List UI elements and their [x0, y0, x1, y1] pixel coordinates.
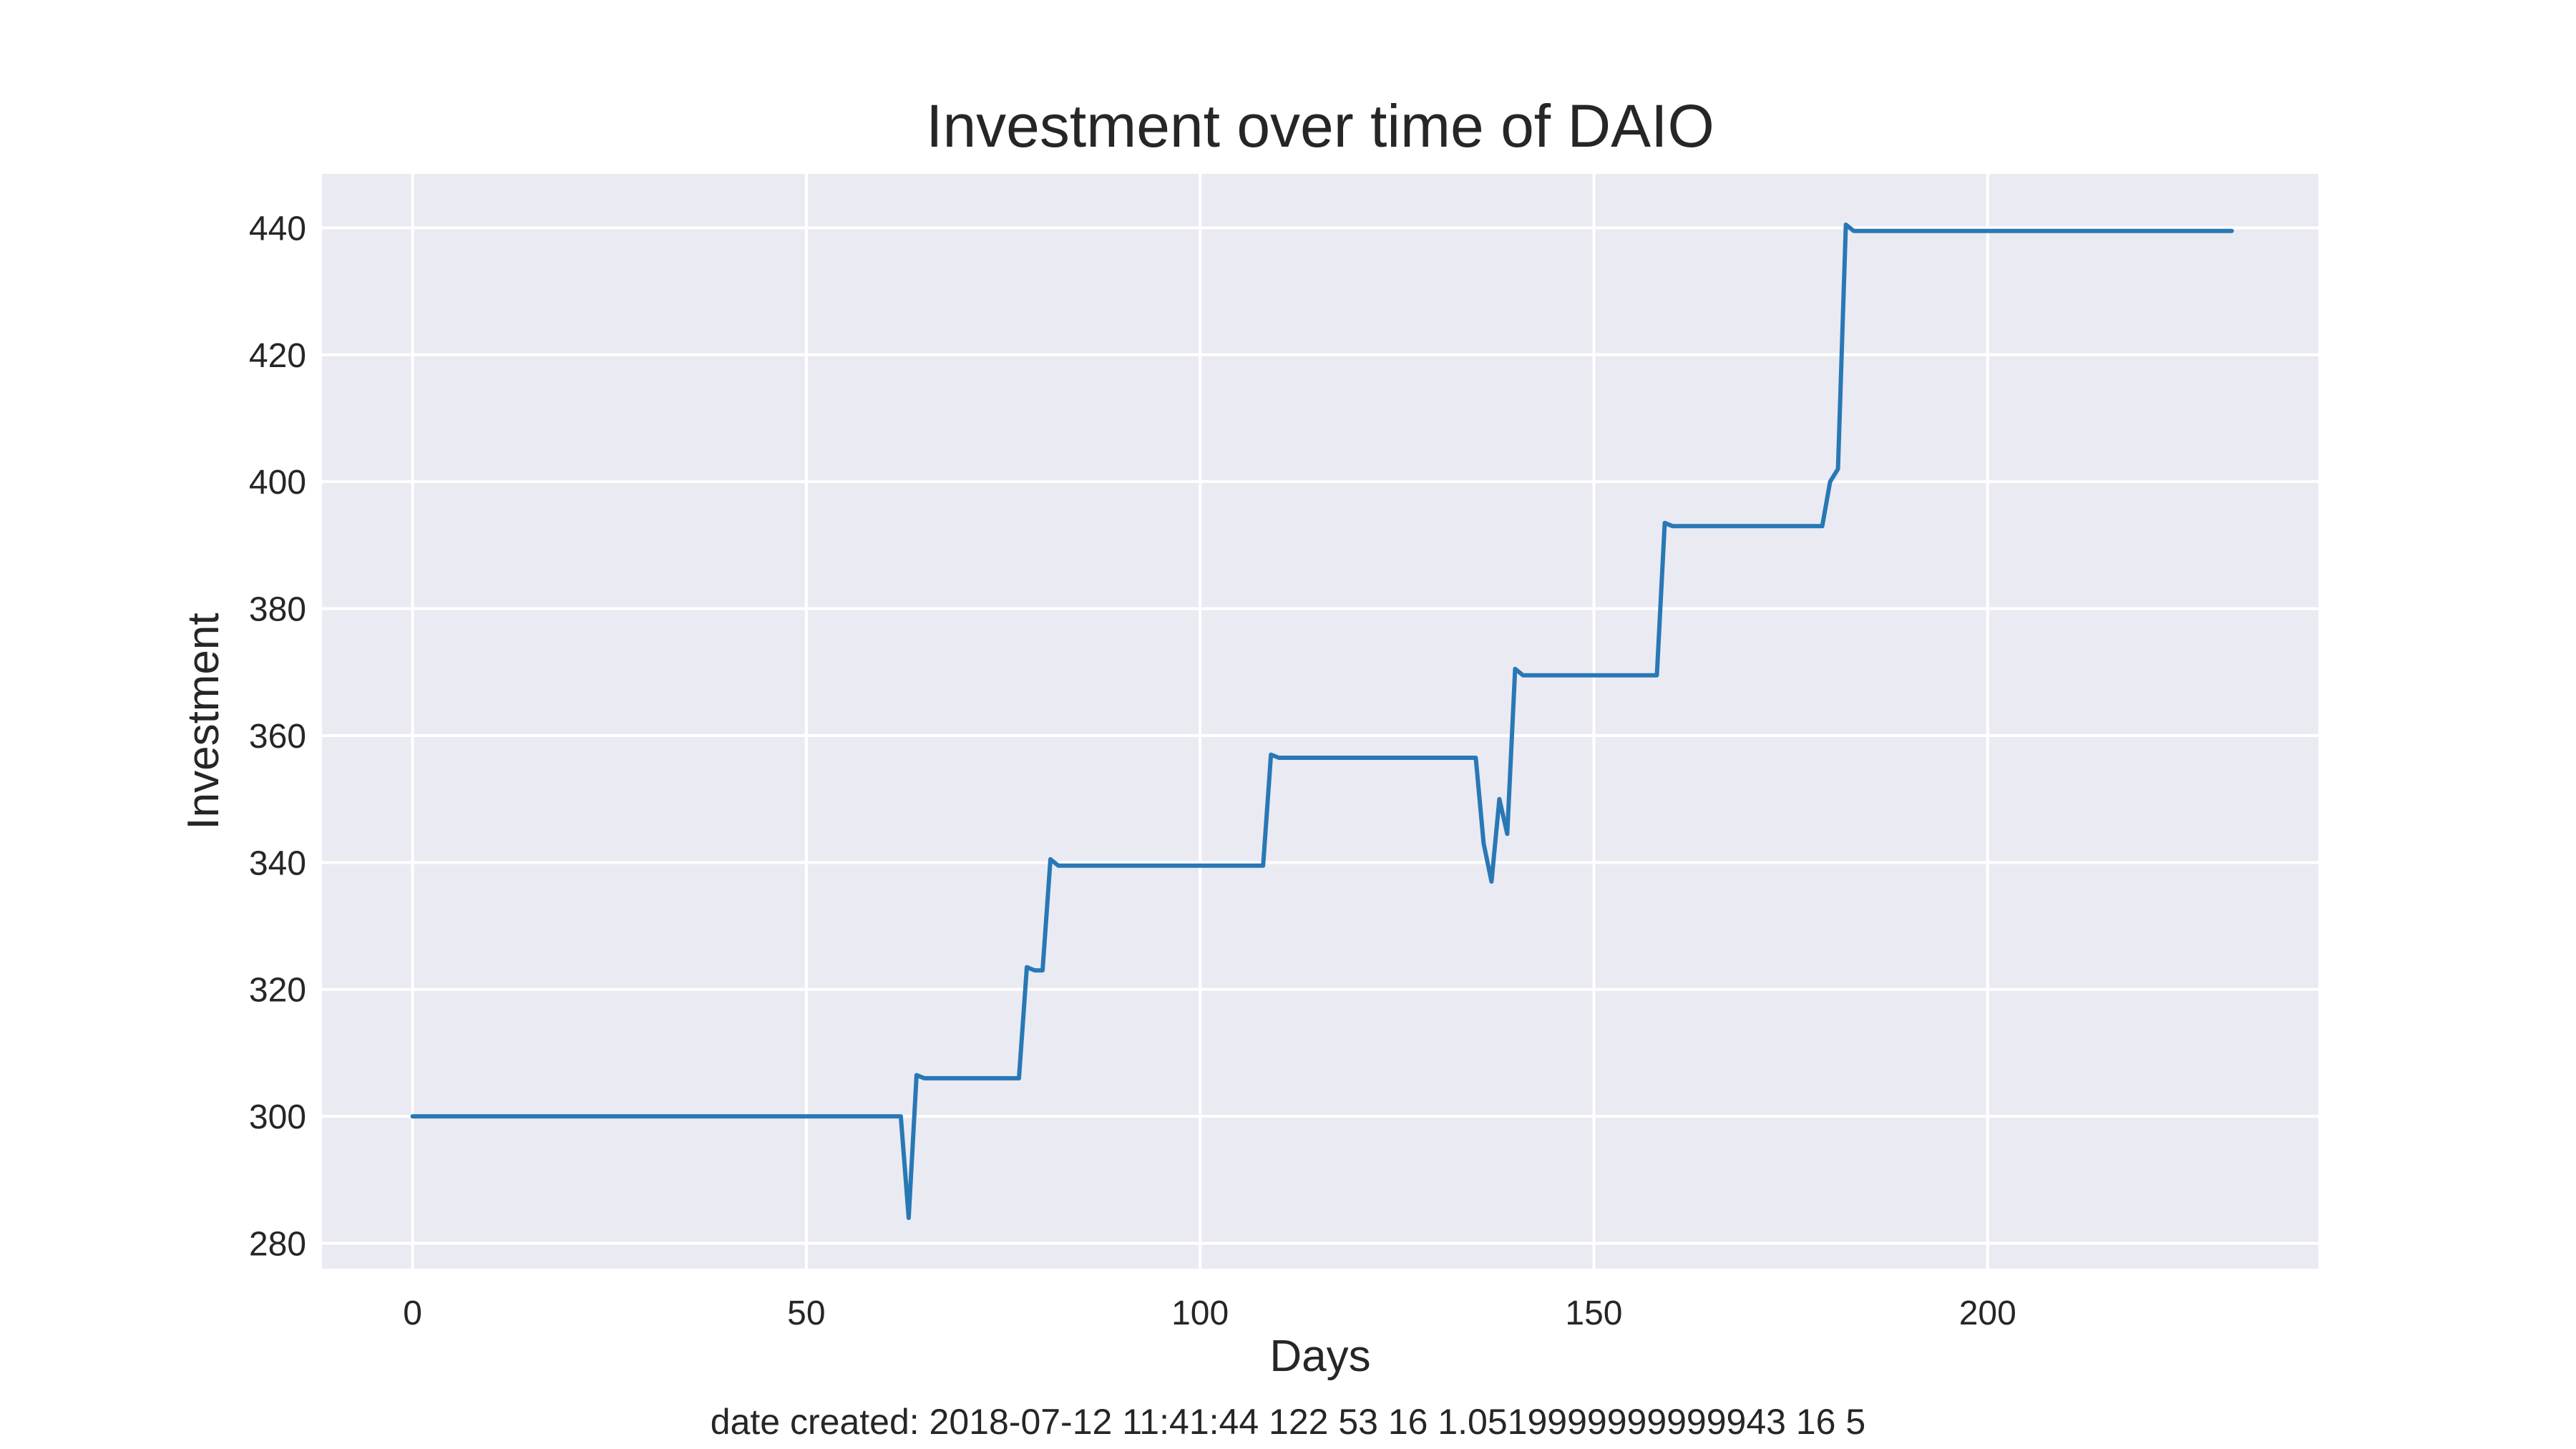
x-tick-label: 50 — [787, 1294, 825, 1332]
y-tick-label: 380 — [249, 591, 306, 629]
x-tick-label: 150 — [1565, 1294, 1622, 1332]
y-tick-label: 360 — [249, 718, 306, 756]
x-gridlines — [411, 174, 1989, 1269]
x-tick-labels: 0 50 100 150 200 — [403, 1294, 2016, 1332]
y-tick-label: 440 — [249, 210, 306, 248]
plot-area — [322, 174, 2318, 1269]
x-tick-label: 100 — [1171, 1294, 1229, 1332]
y-axis-label: Investment — [179, 613, 228, 829]
x-tick-label: 200 — [1959, 1294, 2016, 1332]
footer-caption: date created: 2018-07-12 11:41:44 122 53… — [711, 1402, 1865, 1442]
y-gridlines — [322, 226, 2318, 1245]
y-tick-label: 340 — [249, 844, 306, 882]
y-tick-label: 280 — [249, 1226, 306, 1264]
x-tick-label: 0 — [403, 1294, 422, 1332]
chart-title: Investment over time of DAIO — [926, 92, 1714, 160]
series-line — [410, 223, 2234, 1220]
x-axis-label: Days — [1269, 1332, 1370, 1381]
y-tick-label: 400 — [249, 464, 306, 502]
y-tick-labels: 280 300 320 340 360 380 400 420 440 — [249, 210, 306, 1263]
series-group — [410, 223, 2234, 1220]
y-tick-label: 300 — [249, 1098, 306, 1136]
y-tick-label: 320 — [249, 972, 306, 1010]
y-tick-label: 420 — [249, 337, 306, 375]
